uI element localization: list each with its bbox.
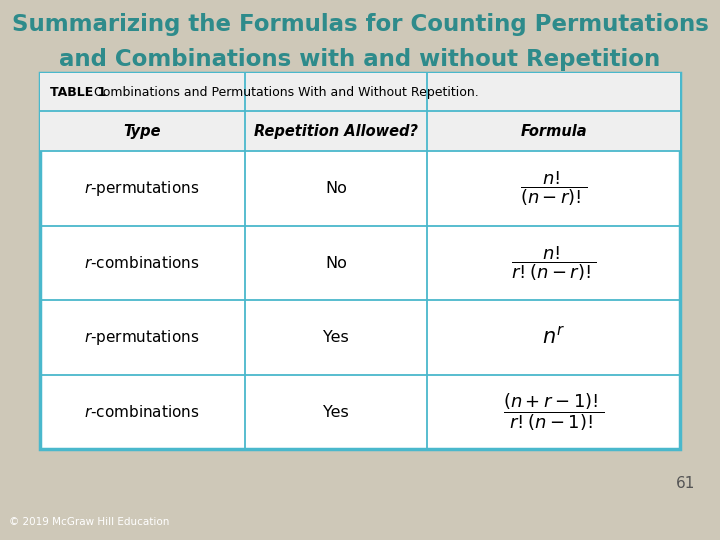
Text: and Combinations with and without Repetition: and Combinations with and without Repeti… (59, 48, 661, 71)
Text: Yes: Yes (323, 404, 349, 420)
Text: $\mathit{r}$-permutations: $\mathit{r}$-permutations (84, 179, 200, 198)
Text: $\mathit{r}$-permutations: $\mathit{r}$-permutations (84, 328, 200, 347)
Text: Summarizing the Formulas for Counting Permutations: Summarizing the Formulas for Counting Pe… (12, 12, 708, 36)
Text: $\mathit{r}$-combinations: $\mathit{r}$-combinations (84, 255, 200, 271)
Text: No: No (325, 255, 347, 271)
Text: $\dfrac{(n+r-1)!}{r!(n-1)!}$: $\dfrac{(n+r-1)!}{r!(n-1)!}$ (503, 392, 605, 433)
Text: TABLE 1: TABLE 1 (50, 86, 110, 99)
Text: Repetition Allowed?: Repetition Allowed? (254, 124, 418, 139)
Text: $\dfrac{n!}{(n-r)!}$: $\dfrac{n!}{(n-r)!}$ (520, 170, 588, 208)
Text: $\dfrac{n!}{r!(n-r)!}$: $\dfrac{n!}{r!(n-r)!}$ (511, 244, 597, 282)
Text: $\mathit{r}$-combinations: $\mathit{r}$-combinations (84, 404, 200, 420)
FancyBboxPatch shape (40, 73, 680, 111)
Text: Formula: Formula (521, 124, 587, 139)
Text: No: No (325, 181, 347, 196)
Text: $n^{r}$: $n^{r}$ (542, 327, 565, 349)
Text: Yes: Yes (323, 330, 349, 345)
FancyBboxPatch shape (40, 73, 680, 449)
Text: Combinations and Permutations With and Without Repetition.: Combinations and Permutations With and W… (94, 86, 479, 99)
Text: © 2019 McGraw Hill Education: © 2019 McGraw Hill Education (9, 517, 169, 528)
Text: 61: 61 (675, 476, 695, 491)
Text: Type: Type (123, 124, 161, 139)
FancyBboxPatch shape (40, 111, 680, 151)
